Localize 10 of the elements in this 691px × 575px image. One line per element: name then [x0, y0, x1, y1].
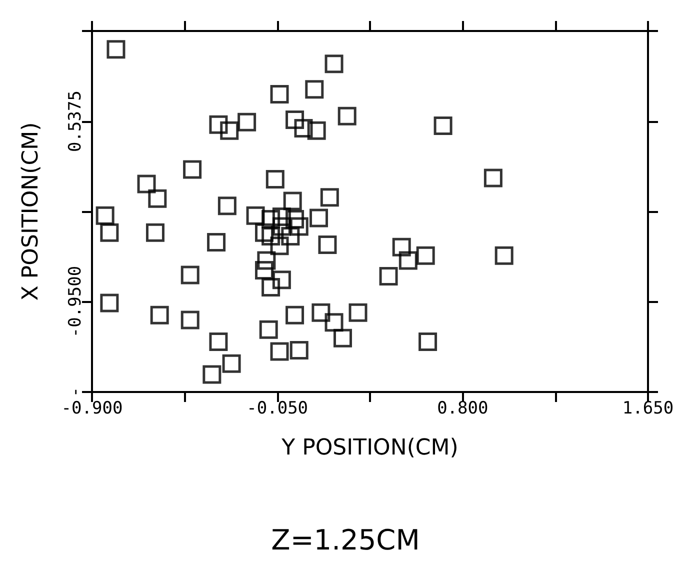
text: Z=1.25CM — [271, 524, 420, 556]
x-tick-label: 1.650 — [622, 398, 674, 418]
x-tick-label: 0.800 — [437, 398, 488, 418]
x-axis-title: Y POSITION(CM) — [280, 436, 458, 460]
y-tick-label: -0.9500 — [66, 266, 86, 338]
x-tick-label: -0.050 — [246, 398, 308, 418]
y-tick-label: 0.5375 — [66, 90, 86, 152]
y-tick-label: - — [66, 386, 86, 398]
y-axis-title: X POSITION(CM) — [18, 122, 44, 301]
x-tick-label: -0.900 — [61, 398, 123, 418]
